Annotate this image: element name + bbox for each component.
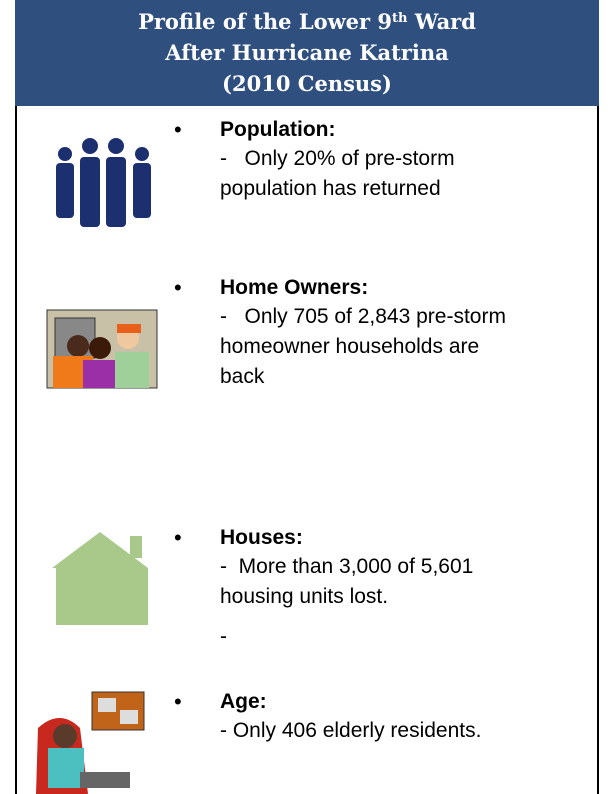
section-line: population has returned xyxy=(220,174,441,204)
title-line: After Hurricane Katrina xyxy=(15,37,599,68)
people-icon xyxy=(50,132,160,232)
section-label: Age: xyxy=(220,690,267,714)
section-label: Houses: xyxy=(220,526,303,550)
title-superscript: th xyxy=(392,11,407,26)
section-label: Home Owners: xyxy=(220,276,368,300)
section-line: housing units lost. xyxy=(220,582,388,612)
section-line: - xyxy=(220,622,227,652)
title-line: Profile of the Lower 9th Ward xyxy=(15,6,599,37)
house-icon xyxy=(52,530,152,625)
bullet: • xyxy=(174,118,182,142)
section-label: Population: xyxy=(220,118,335,142)
title-text: Profile of the Lower 9 xyxy=(138,9,392,34)
elderly-icon xyxy=(30,688,155,794)
bullet: • xyxy=(174,276,182,300)
section-line: homeowner households are xyxy=(220,332,479,362)
homeowners-icon xyxy=(45,308,160,390)
bullet: • xyxy=(174,526,182,550)
title-line: (2010 Census) xyxy=(15,68,599,99)
section-line: back xyxy=(220,362,264,392)
section-line: - Only 20% of pre-storm xyxy=(220,144,455,174)
bullet: • xyxy=(174,690,182,714)
header: Profile of the Lower 9th Ward After Hurr… xyxy=(15,0,599,106)
section-line: - Only 705 of 2,843 pre-storm xyxy=(220,302,506,332)
page: Profile of the Lower 9th Ward After Hurr… xyxy=(0,0,614,794)
section-line: - More than 3,000 of 5,601 xyxy=(220,552,473,582)
title-text: Ward xyxy=(408,9,476,34)
section-line: - Only 406 elderly residents. xyxy=(220,716,481,746)
